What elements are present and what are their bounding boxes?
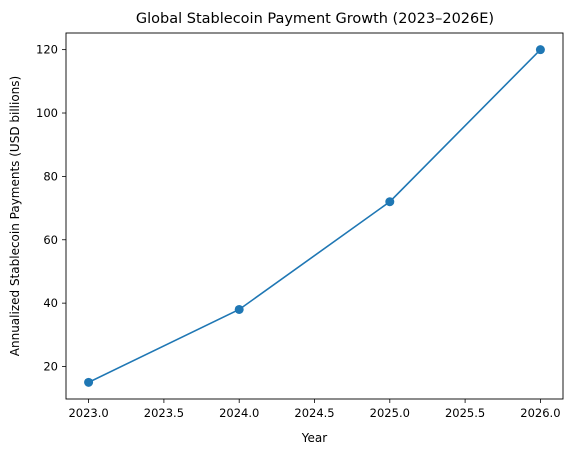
y-tick-label: 60 (43, 233, 58, 247)
data-point (234, 304, 244, 314)
y-tick-label: 40 (43, 296, 58, 310)
y-tick-label: 20 (43, 360, 58, 374)
data-point (385, 197, 395, 207)
y-axis: 20 40 60 80 100 120 (36, 43, 66, 374)
x-tick-label: 2023.5 (144, 406, 184, 420)
x-tick-label: 2024.5 (294, 406, 334, 420)
data-point (84, 377, 94, 387)
chart-title: Global Stablecoin Payment Growth (2023–2… (136, 11, 494, 27)
y-tick-label: 80 (43, 169, 58, 183)
x-tick-label: 2025.5 (445, 406, 485, 420)
x-tick-label: 2023.0 (68, 406, 108, 420)
x-tick-label: 2024.0 (219, 406, 259, 420)
x-tick-label: 2025.0 (370, 406, 410, 420)
x-tick-label: 2026.0 (520, 406, 560, 420)
y-tick-label: 120 (36, 43, 58, 57)
data-point (535, 45, 545, 55)
x-axis-label: Year (301, 431, 327, 445)
plot-area-frame (65, 32, 564, 400)
x-axis: 2023.0 2023.5 2024.0 2024.5 2025.0 2025.5 2026… (68, 399, 561, 420)
series-line (88, 49, 541, 384)
series-layer (84, 45, 545, 387)
y-axis-label: Annualized Stablecoin Payments (USD bill… (8, 76, 22, 356)
y-tick-label: 100 (36, 106, 58, 120)
